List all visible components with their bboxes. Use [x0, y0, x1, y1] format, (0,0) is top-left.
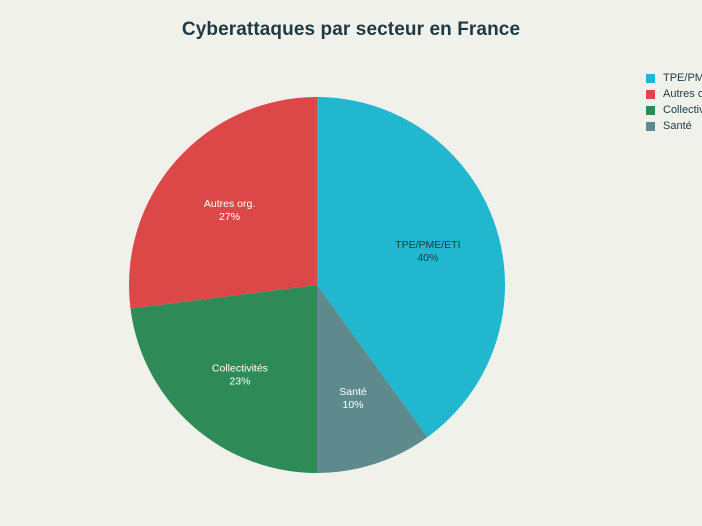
- slice-label-sante: Santé: [339, 386, 367, 398]
- legend-swatch: [646, 73, 655, 83]
- legend-label: Autres org.: [663, 88, 702, 100]
- chart-title: Cyberattaques par secteur en France: [181, 19, 521, 40]
- slice-value-label-collectivites: 23%: [229, 375, 250, 387]
- pie-slice-tpe-pme-eti: [317, 97, 505, 438]
- pie-slice-autres-org: [129, 97, 317, 309]
- legend-label: Collectivités: [663, 104, 702, 116]
- legend-item-autres-org[interactable]: Autres org.: [646, 86, 702, 102]
- slice-label-tpe-pme-eti: TPE/PME/ETI: [395, 239, 460, 251]
- slice-value-label-tpe-pme-eti: 40%: [417, 252, 438, 264]
- legend-item-sante[interactable]: Santé: [646, 118, 702, 134]
- legend-swatch: [646, 105, 655, 115]
- pie-slice-collectivites: [130, 285, 317, 473]
- slice-label-collectivites: Collectivités: [212, 362, 268, 374]
- legend-item-collectivites[interactable]: Collectivités: [646, 102, 702, 118]
- legend-swatch: [646, 89, 655, 99]
- slice-value-label-autres-org: 27%: [219, 211, 240, 223]
- slice-value-label-sante: 10%: [343, 399, 364, 411]
- legend-label: Santé: [663, 120, 692, 132]
- pie-slice-sante: [317, 285, 428, 473]
- legend-swatch: [646, 121, 655, 131]
- legend-item-tpe-pme-eti[interactable]: TPE/PME/ETI: [646, 70, 702, 86]
- legend-label: TPE/PME/ETI: [663, 72, 702, 84]
- legend: TPE/PME/ETI Autres org. Collectivités Santé: [646, 70, 702, 134]
- slice-label-autres-org: Autres org.: [204, 198, 255, 210]
